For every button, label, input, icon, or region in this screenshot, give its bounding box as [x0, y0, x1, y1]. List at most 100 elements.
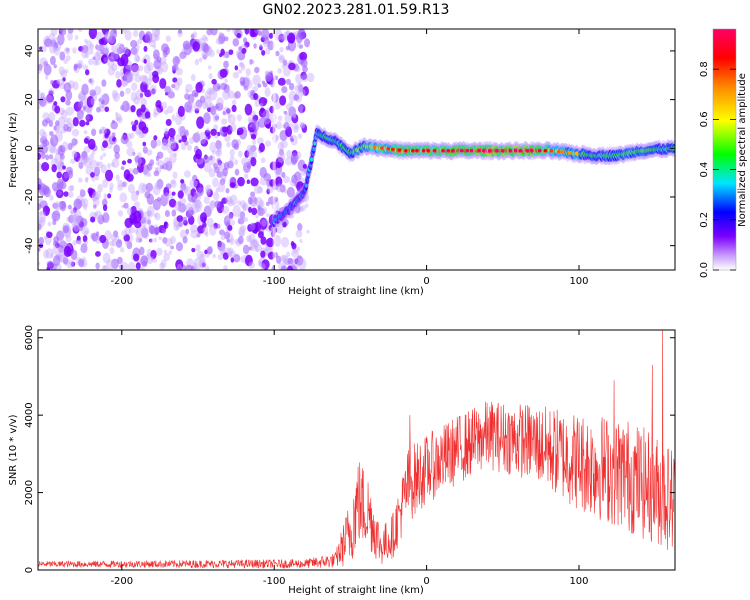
noise-speckle: [216, 171, 223, 178]
noise-speckle: [178, 220, 183, 228]
noise-speckle: [74, 35, 79, 40]
noise-speckle: [170, 179, 176, 185]
noise-speckle: [244, 103, 253, 116]
noise-speckle: [284, 189, 288, 194]
noise-speckle: [189, 210, 195, 216]
noise-speckle: [124, 29, 132, 41]
noise-speckle: [171, 84, 176, 89]
noise-speckle: [97, 183, 104, 193]
noise-speckle: [82, 256, 86, 262]
noise-speckle: [140, 104, 146, 113]
noise-speckle: [38, 63, 43, 71]
noise-speckle: [38, 105, 41, 110]
noise-speckle: [48, 112, 56, 122]
noise-speckle: [146, 149, 153, 156]
noise-speckle: [156, 151, 164, 160]
noise-speckle: [148, 225, 155, 234]
noise-speckle: [130, 218, 136, 224]
noise-speckle: [176, 263, 183, 270]
noise-speckle: [63, 47, 70, 54]
noise-speckle: [62, 77, 66, 82]
noise-speckle: [63, 59, 68, 65]
noise-speckle: [185, 83, 193, 93]
noise-speckle: [282, 221, 287, 228]
noise-speckle: [274, 135, 280, 141]
noise-speckle: [111, 132, 116, 138]
noise-speckle: [95, 31, 104, 41]
noise-speckle: [65, 55, 71, 62]
noise-speckle: [189, 178, 198, 189]
noise-speckle: [113, 144, 120, 154]
noise-speckle: [163, 46, 171, 56]
noise-speckle: [81, 48, 88, 59]
noise-speckle: [53, 41, 59, 49]
noise-speckle: [171, 65, 177, 71]
noise-speckle: [152, 111, 158, 118]
noise-speckle: [135, 129, 142, 136]
noise-speckle: [52, 245, 61, 256]
noise-speckle: [232, 254, 241, 263]
noise-speckle: [53, 64, 57, 69]
noise-speckle: [276, 223, 284, 234]
noise-speckle: [276, 121, 283, 130]
noise-speckle: [281, 86, 288, 94]
noise-speckle: [79, 189, 86, 198]
noise-speckle: [49, 131, 54, 136]
noise-speckle: [135, 238, 141, 244]
ridge-peak: [441, 148, 445, 153]
noise-speckle: [250, 191, 256, 197]
noise-speckle: [117, 179, 124, 188]
noise-speckle: [298, 258, 307, 270]
noise-speckle: [60, 69, 68, 79]
noise-speckle: [47, 221, 52, 227]
noise-speckle: [143, 58, 147, 64]
noise-speckle: [139, 266, 145, 270]
noise-speckle: [83, 203, 88, 211]
noise-speckle: [159, 78, 167, 89]
noise-speckle: [237, 68, 243, 74]
noise-speckle: [239, 200, 247, 209]
noise-speckle: [160, 194, 168, 207]
noise-speckle: [103, 57, 108, 62]
noise-speckle: [102, 178, 109, 188]
noise-speckle: [259, 43, 263, 48]
noise-speckle: [238, 150, 243, 158]
noise-speckle: [265, 47, 271, 55]
ridge-peak: [411, 148, 415, 153]
noise-speckle: [135, 190, 140, 196]
spectrogram-y-label: Frequency (Hz): [8, 112, 19, 188]
noise-speckle: [194, 199, 202, 209]
noise-speckle: [208, 72, 213, 80]
noise-speckle: [237, 176, 245, 187]
noise-speckle: [130, 62, 139, 73]
noise-speckle: [100, 50, 104, 55]
noise-speckle: [64, 69, 69, 74]
noise-speckle: [283, 110, 288, 115]
noise-speckle: [102, 152, 107, 157]
noise-speckle: [178, 139, 182, 143]
noise-speckle: [154, 180, 164, 191]
noise-speckle: [38, 152, 42, 160]
noise-speckle: [41, 161, 50, 172]
noise-speckle: [296, 255, 304, 266]
noise-speckle: [104, 106, 110, 113]
noise-speckle: [146, 219, 152, 225]
noise-speckle: [227, 113, 232, 119]
noise-speckle: [275, 176, 283, 187]
noise-speckle: [212, 253, 216, 259]
noise-speckle: [253, 185, 263, 194]
noise-speckle: [119, 90, 125, 97]
noise-speckle: [120, 261, 129, 270]
noise-speckle: [254, 244, 263, 252]
noise-speckle: [67, 169, 74, 179]
noise-speckle: [109, 187, 113, 193]
noise-speckle: [198, 259, 207, 269]
noise-speckle: [124, 226, 131, 235]
noise-speckle: [206, 127, 210, 133]
noise-speckle: [60, 96, 66, 103]
noise-speckle: [216, 131, 221, 137]
noise-speckle: [110, 121, 118, 130]
noise-speckle: [250, 156, 257, 167]
noise-speckle: [242, 204, 247, 211]
noise-speckle: [225, 108, 231, 114]
